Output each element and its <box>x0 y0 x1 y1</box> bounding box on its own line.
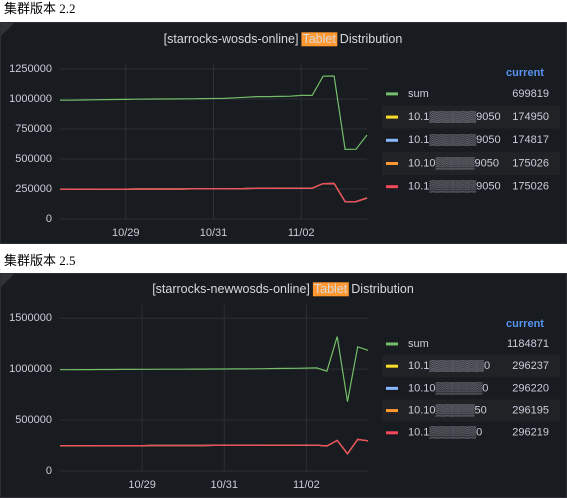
legend-stripe <box>382 151 560 176</box>
y-tick-label: 1000000 <box>9 363 52 375</box>
legend-name: 10.1▒▒▒▒▒▒▒0 <box>408 359 490 372</box>
heading: 集群版本 2.2 <box>4 1 76 16</box>
legend-current: 699819 <box>512 88 549 100</box>
legend-stripe <box>382 105 560 129</box>
series-line <box>60 182 368 203</box>
heading: 集群版本 2.5 <box>4 253 76 268</box>
panel <box>0 22 567 244</box>
legend-current: 174950 <box>512 111 549 123</box>
y-tick-label: 750000 <box>15 123 52 135</box>
x-tick-label: 10/29 <box>128 479 156 491</box>
legend-name: 10.10▒▒▒▒▒50 <box>408 403 487 416</box>
legend-name: 10.1▒▒▒▒▒▒0 <box>408 426 482 439</box>
title-part: [starrocks-newwosds-online] <box>152 282 310 296</box>
title-highlight <box>312 282 349 297</box>
info-corner <box>1 274 14 287</box>
legend-current: 296219 <box>512 427 549 439</box>
series-line <box>60 75 368 151</box>
y-tick-label: 1000000 <box>9 93 52 105</box>
title-part: [starrocks-wosds-online] <box>164 32 299 46</box>
legend-stripe <box>382 355 560 378</box>
title-part: Distribution <box>340 32 403 46</box>
legend-current: 174817 <box>512 134 549 146</box>
y-tick-label: 0 <box>46 213 52 225</box>
x-tick-label: 11/02 <box>288 227 315 239</box>
legend-name: 10.1▒▒▒▒▒▒9050 <box>408 110 501 123</box>
legend-name: 10.1▒▒▒▒▒▒9050 <box>408 180 501 193</box>
legend-current: 1184871 <box>507 338 549 350</box>
legend-current: 296237 <box>512 360 549 372</box>
legend-header: current <box>506 318 544 330</box>
y-tick-label: 0 <box>46 465 52 477</box>
legend-name: 10.1▒▒▒▒▒▒9050 <box>408 133 501 146</box>
x-tick-label: 11/02 <box>293 479 320 491</box>
legend-current: 296195 <box>512 404 549 416</box>
title-highlight <box>301 32 338 47</box>
legend-header: current <box>506 67 544 79</box>
panel-title: [starrocks-newwosds-online] Tablet Distrib… <box>152 282 414 296</box>
info-corner <box>1 23 14 36</box>
x-tick-label: 10/29 <box>112 227 140 239</box>
y-tick-label: 1500000 <box>9 312 52 324</box>
title-part: Distribution <box>351 282 414 296</box>
legend-current: 296220 <box>512 382 549 394</box>
legend-name: sum <box>408 88 429 100</box>
y-tick-label: 500000 <box>15 153 52 165</box>
x-tick-label: 10/31 <box>211 479 239 491</box>
title-part: Tablet <box>314 282 348 296</box>
legend-current: 175026 <box>512 157 549 169</box>
legend-name: 10.10▒▒▒▒▒▒0 <box>408 381 488 394</box>
panel-title: [starrocks-wosds-online] Tablet Distributi… <box>164 32 403 46</box>
x-tick-label: 10/31 <box>200 227 228 239</box>
legend-name: sum <box>408 338 429 350</box>
series-line <box>60 438 369 455</box>
y-tick-label: 1250000 <box>9 63 52 75</box>
series-line <box>60 336 369 402</box>
legend-name: 10.10▒▒▒▒▒9050 <box>408 156 499 169</box>
legend-stripe <box>382 399 560 422</box>
legend-current: 175026 <box>512 181 549 193</box>
panel <box>0 273 567 498</box>
title-part: Tablet <box>302 32 336 46</box>
y-tick-label: 500000 <box>15 414 52 426</box>
y-tick-label: 250000 <box>15 183 52 195</box>
